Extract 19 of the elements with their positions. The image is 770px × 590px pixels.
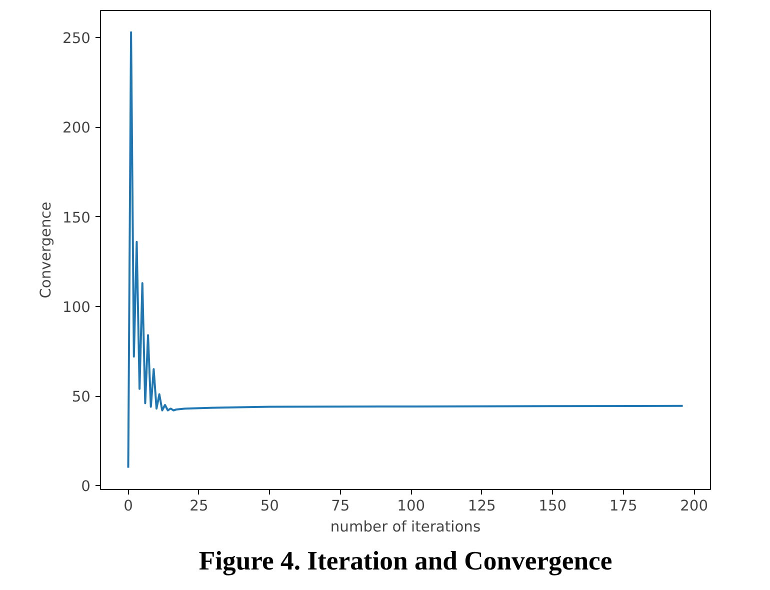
- y-tick-label: 200: [62, 120, 91, 137]
- y-axis-title: Convergence: [38, 202, 55, 298]
- y-tick-label: 150: [62, 209, 91, 226]
- x-tick-label: 50: [260, 498, 280, 514]
- x-tick-label: 0: [124, 498, 133, 514]
- x-axis-title: number of iterations: [330, 518, 481, 536]
- y-tick-label: 0: [81, 478, 91, 496]
- line-series: [127, 31, 684, 469]
- x-tick-label: 25: [190, 498, 208, 514]
- x-tick-label: 200: [680, 498, 708, 514]
- x-tick-label: 100: [397, 498, 426, 514]
- text: Figure 4. Iteration and Convergence: [198, 546, 612, 576]
- x-tick-label: 75: [331, 498, 350, 514]
- y-tick-label: 250: [62, 30, 91, 48]
- y-tick-label: 50: [72, 388, 91, 406]
- x-tick-label: 175: [609, 498, 638, 514]
- x-tick-label: 125: [468, 498, 496, 514]
- y-tick-label: 100: [62, 298, 91, 316]
- x-tick-label: 150: [538, 498, 567, 514]
